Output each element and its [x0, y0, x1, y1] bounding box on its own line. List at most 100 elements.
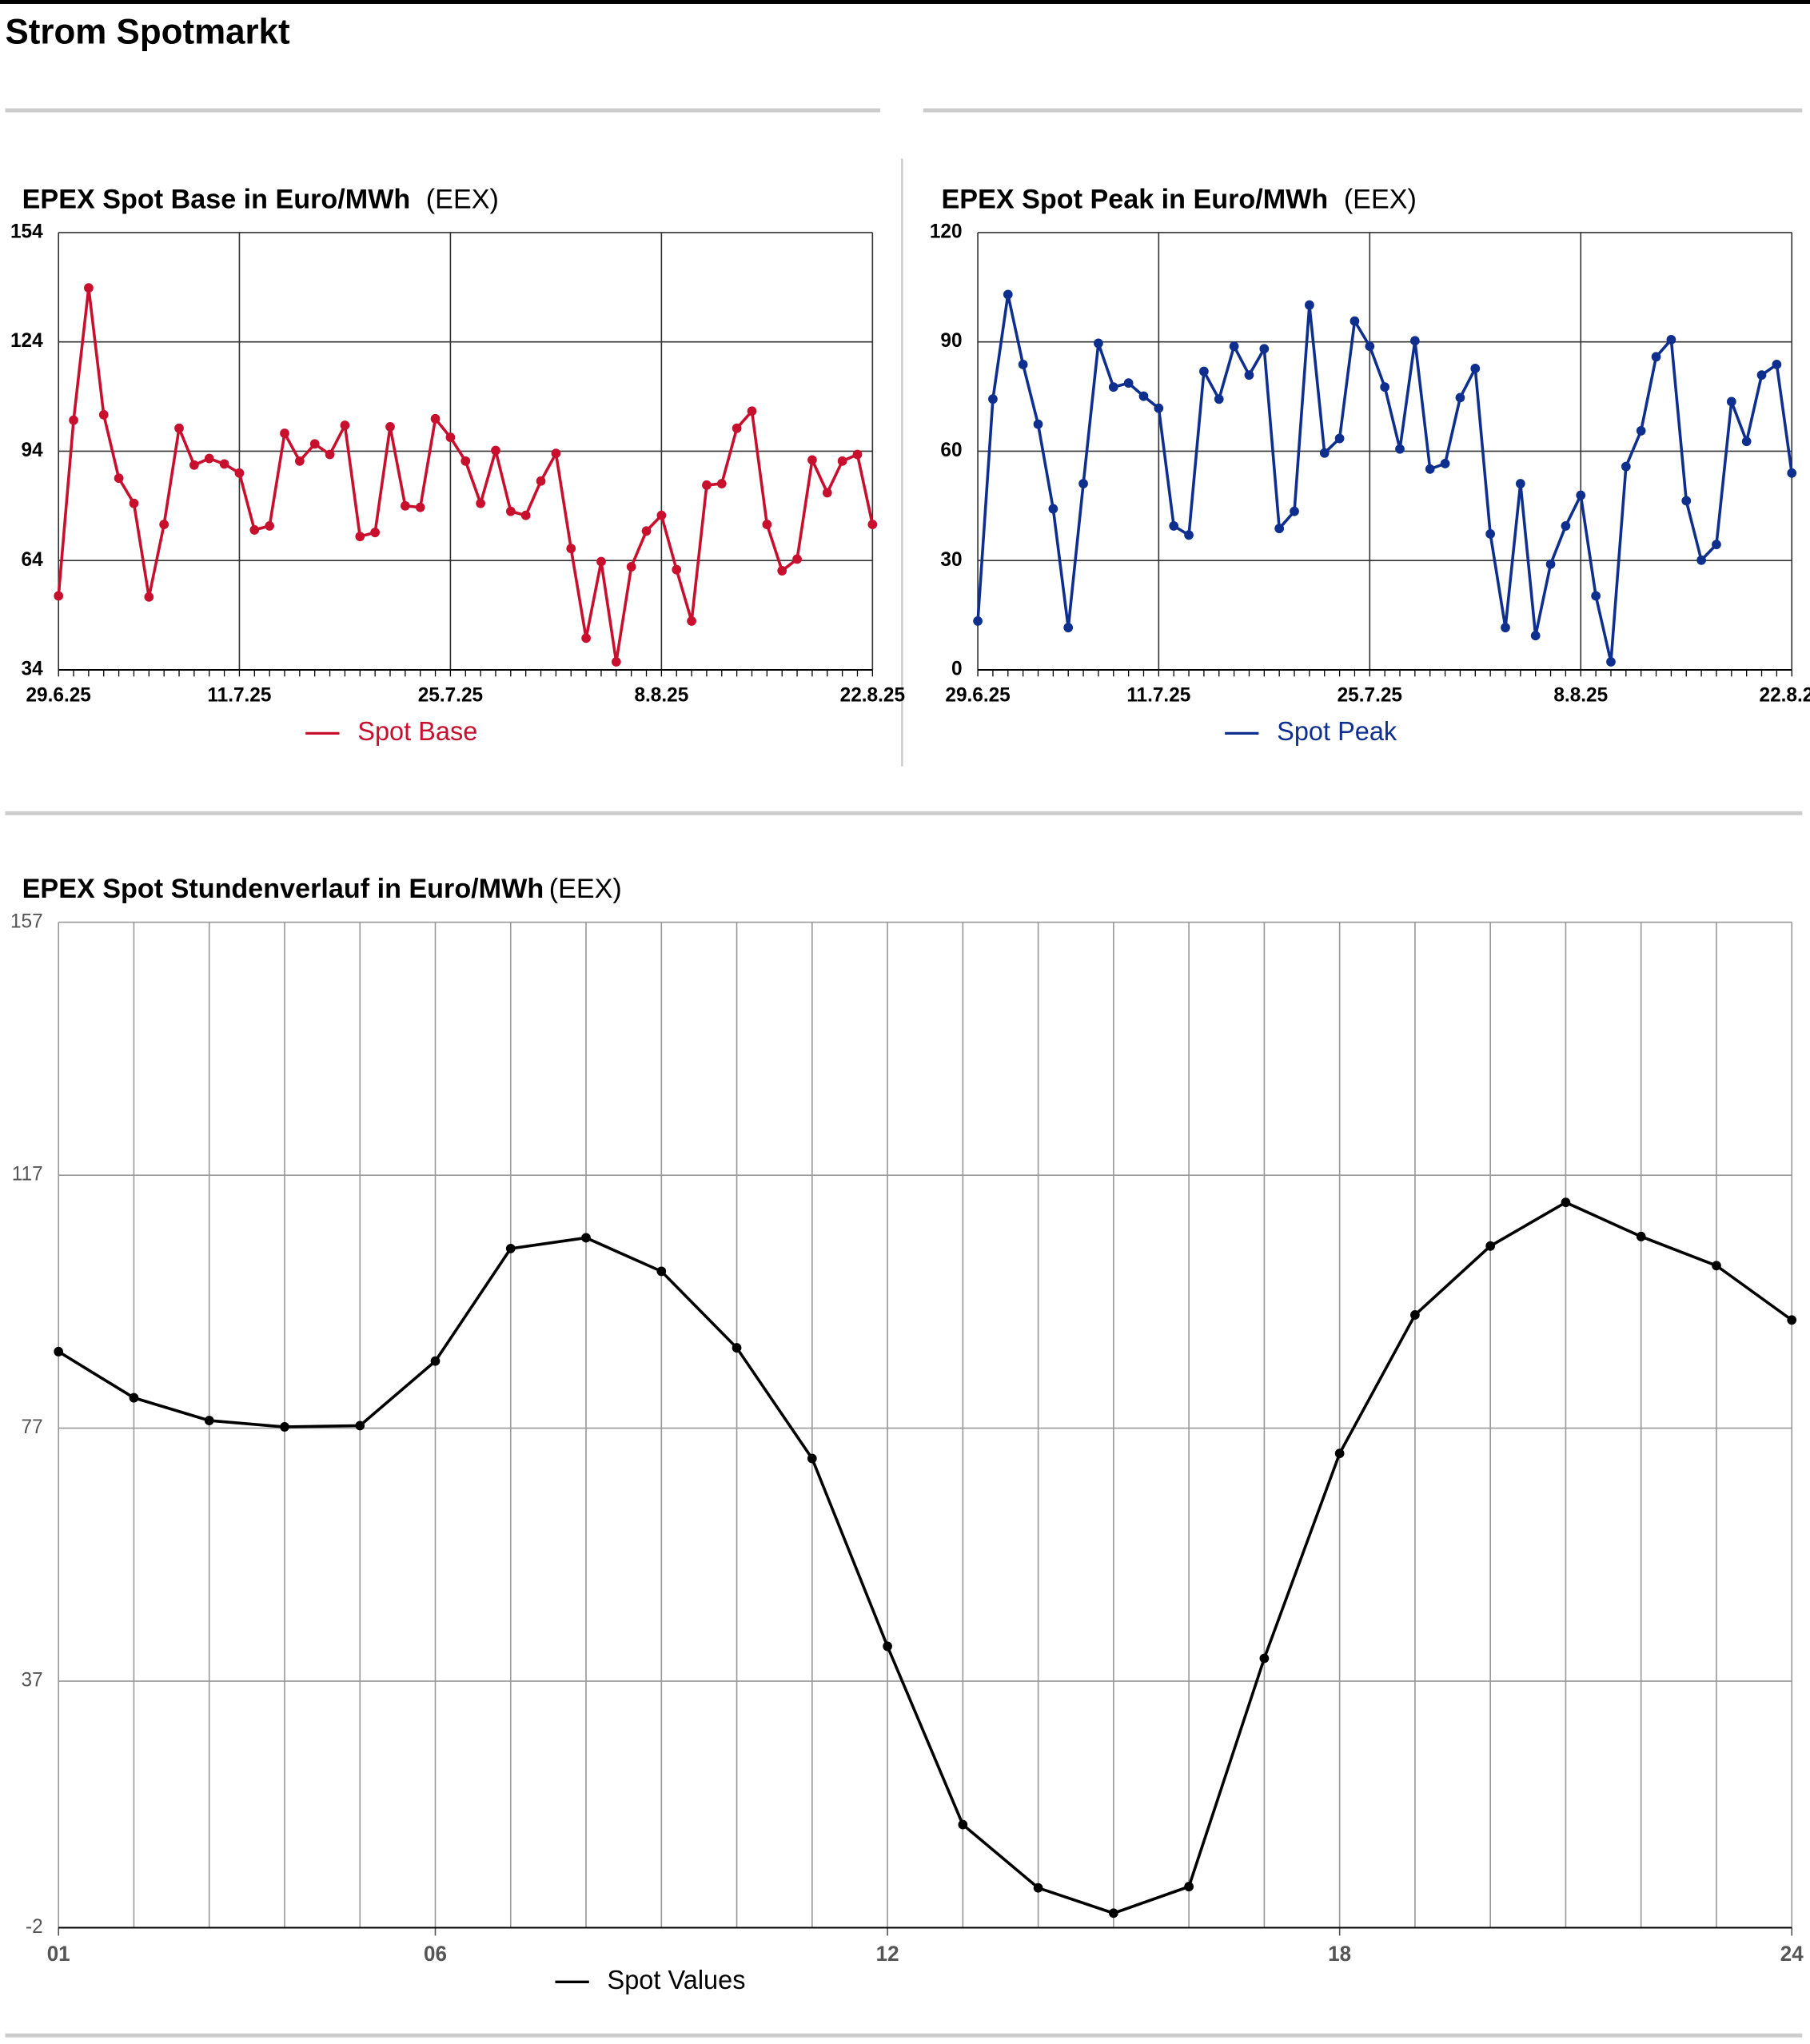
data-point	[807, 455, 817, 465]
data-point	[340, 420, 350, 431]
data-point	[1033, 419, 1043, 429]
data-point	[973, 616, 983, 626]
data-point	[1138, 391, 1149, 401]
y-tick-label: 60	[940, 440, 962, 461]
chart-title-main: EPEX Spot Peak in Euro/MWh	[942, 184, 1329, 214]
data-point	[596, 556, 606, 567]
data-point	[1712, 540, 1721, 550]
data-point	[1651, 352, 1661, 362]
data-point	[144, 592, 154, 602]
data-point	[1319, 448, 1330, 458]
divider	[923, 108, 1803, 113]
data-point	[1636, 425, 1646, 436]
y-tick-label: 0	[951, 658, 963, 679]
data-point	[265, 520, 275, 531]
x-tick-label: 29.6.25	[945, 684, 1010, 706]
data-point	[1274, 524, 1285, 534]
data-point	[430, 1356, 441, 1366]
data-point	[626, 562, 636, 572]
data-point	[325, 449, 335, 460]
x-tick-label: 06	[424, 1942, 447, 1966]
data-point	[1350, 316, 1360, 326]
data-point	[672, 564, 682, 575]
data-point	[1485, 529, 1495, 539]
data-point	[1712, 1261, 1721, 1271]
x-tick-label: 11.7.25	[1126, 684, 1190, 706]
legend-label: Spot Peak	[1277, 716, 1397, 746]
data-point	[1018, 359, 1028, 369]
data-point	[1214, 394, 1224, 404]
x-tick-label: 25.7.25	[1338, 684, 1402, 706]
data-point	[656, 510, 667, 520]
data-point	[777, 566, 787, 576]
divider	[5, 811, 1803, 815]
data-point	[370, 528, 380, 538]
data-point	[867, 520, 878, 530]
data-point	[1108, 382, 1118, 392]
data-point	[1184, 1882, 1194, 1892]
series-line	[976, 293, 1794, 663]
data-point	[1756, 370, 1767, 381]
data-point	[1410, 1310, 1420, 1320]
data-point	[174, 423, 184, 433]
divider	[901, 158, 903, 767]
data-point	[1078, 479, 1088, 488]
x-tick-label: 01	[47, 1942, 70, 1966]
data-point	[84, 283, 94, 293]
data-point	[1787, 1315, 1797, 1325]
data-point	[581, 1233, 591, 1243]
data-point	[1591, 591, 1601, 601]
divider	[5, 2033, 1803, 2038]
data-point	[129, 1393, 139, 1403]
chart-source: (EEX)	[1344, 184, 1417, 214]
data-point	[204, 453, 214, 464]
data-point	[400, 500, 410, 511]
data-point	[1048, 504, 1058, 514]
data-point	[1169, 520, 1179, 531]
x-tick-label: 25.7.25	[418, 684, 483, 706]
data-point	[219, 459, 229, 469]
data-point	[1772, 359, 1782, 369]
data-point	[822, 488, 832, 498]
page-title: Strom Spotmarkt	[6, 12, 290, 51]
chart-source: (EEX)	[426, 184, 499, 214]
x-tick-label: 18	[1328, 1942, 1351, 1966]
data-point	[1259, 1653, 1270, 1663]
data-point	[385, 421, 395, 432]
data-point	[1741, 436, 1752, 447]
data-point	[958, 1819, 968, 1830]
data-point	[1636, 1231, 1646, 1241]
data-point	[1033, 1883, 1043, 1893]
x-tick-label: 8.8.25	[1553, 684, 1608, 706]
data-point	[69, 415, 78, 425]
x-tick-label: 11.7.25	[207, 684, 271, 706]
y-tick-label: 157	[10, 910, 43, 932]
chart-title-main: EPEX Spot Stundenverlauf in Euro/MWh	[22, 874, 544, 904]
data-point	[505, 1243, 516, 1253]
data-point	[1561, 520, 1571, 531]
data-point	[732, 1343, 742, 1353]
data-point	[747, 406, 757, 416]
data-point	[1003, 289, 1013, 300]
data-point	[520, 510, 531, 520]
data-point	[988, 394, 998, 404]
data-point	[1229, 341, 1239, 352]
y-tick-label: 117	[12, 1164, 43, 1185]
data-point	[1696, 555, 1706, 565]
data-point	[129, 498, 139, 508]
data-point	[355, 1420, 365, 1431]
x-tick-label: 8.8.25	[634, 684, 688, 706]
data-point	[792, 554, 802, 564]
x-tick-label: 12	[876, 1942, 899, 1966]
data-point	[249, 524, 260, 535]
y-tick-label: 37	[22, 1669, 43, 1691]
data-point	[1485, 1241, 1496, 1251]
data-point	[159, 520, 169, 530]
data-point	[732, 423, 742, 433]
data-point	[445, 432, 456, 443]
y-tick-label: 77	[22, 1416, 43, 1438]
y-tick-label: 90	[940, 330, 962, 352]
data-point	[536, 476, 546, 486]
x-tick-label: 22.8.25	[1760, 684, 1810, 706]
data-point	[204, 1416, 214, 1426]
